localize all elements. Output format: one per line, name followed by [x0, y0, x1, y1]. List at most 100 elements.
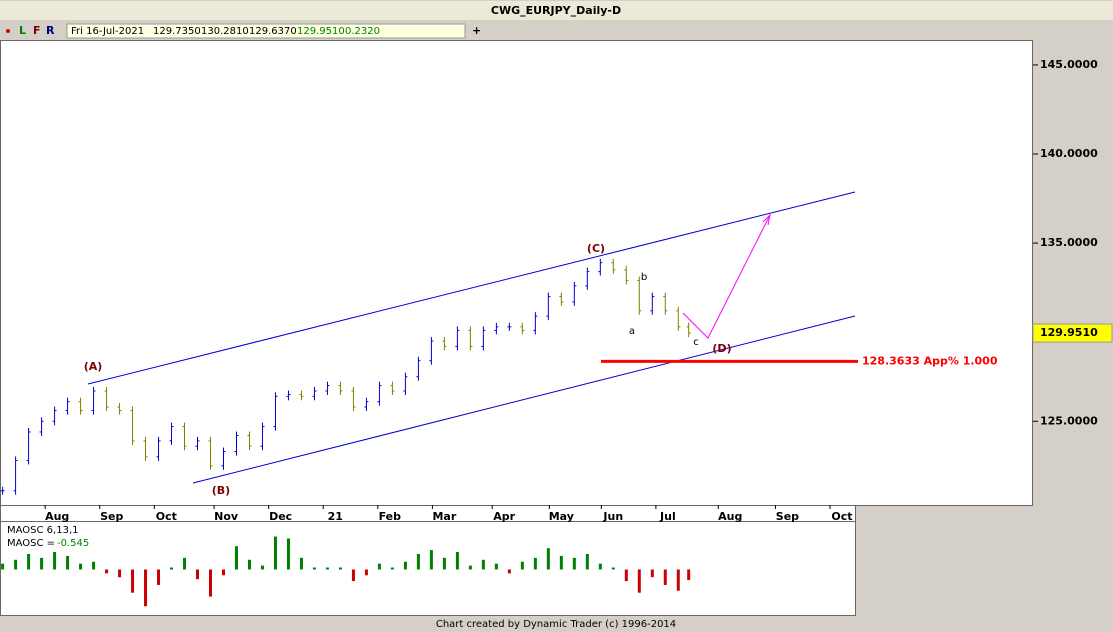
price-bar: [143, 436, 148, 461]
osc-bar: [676, 569, 680, 591]
wave-label: c: [693, 337, 699, 348]
osc-bar: [687, 569, 691, 581]
osc-bar: [221, 569, 225, 576]
osc-bar: [325, 567, 329, 570]
osc-bar: [468, 565, 472, 570]
osc-bar: [273, 536, 277, 570]
y-tick-label: 145.0000: [1040, 58, 1098, 71]
osc-bar: [79, 563, 83, 570]
toolbar-button[interactable]: L: [19, 24, 26, 37]
title-bar: [0, 1, 1113, 20]
osc-bar: [585, 553, 589, 570]
price-bar: [247, 431, 252, 451]
arrowhead: [762, 213, 771, 226]
price-bar: [273, 392, 278, 431]
price-bar: [455, 326, 460, 351]
info-field: 129.6370: [249, 26, 297, 37]
osc-bar: [170, 567, 174, 570]
info-field: Fri 16-Jul-2021: [71, 26, 144, 37]
y-tick-label: 125.0000: [1040, 414, 1098, 427]
price-bar: [299, 390, 304, 401]
price-bar: [442, 337, 447, 351]
x-tick-label: 21: [328, 510, 343, 523]
dot: [6, 29, 10, 33]
price-bar: [494, 322, 499, 335]
price-bar: [26, 427, 31, 465]
price-bar: [377, 381, 382, 406]
price-bar: [364, 397, 369, 412]
osc-bar: [247, 559, 251, 570]
y-tick-label: 135.0000: [1040, 236, 1098, 249]
price-bar: [637, 276, 642, 315]
price-bar: [598, 258, 603, 276]
osc-bar: [299, 557, 303, 570]
x-tick-label: Feb: [379, 510, 402, 523]
info-field: 129.7350: [153, 26, 201, 37]
price-bar: [234, 431, 239, 456]
osc-bar: [40, 557, 44, 570]
price-bar: [0, 486, 5, 495]
info-field: 0.2320: [345, 26, 380, 37]
toolbar-button[interactable]: R: [46, 24, 55, 37]
price-bar: [195, 436, 200, 451]
price-bar: [624, 265, 629, 285]
osc-bar: [234, 546, 238, 570]
osc-bar: [481, 559, 485, 570]
x-tick-label: Aug: [45, 510, 69, 523]
add-button[interactable]: +: [472, 24, 481, 37]
osc-bar: [312, 567, 316, 570]
osc-bar: [546, 548, 550, 570]
osc-bar: [403, 561, 407, 570]
wave-label: (C): [587, 242, 605, 255]
osc-value: -0.545: [57, 538, 89, 549]
price-bar: [338, 381, 343, 395]
osc-bar: [105, 569, 109, 574]
x-tick-label: Aug: [718, 510, 742, 523]
price-bar: [208, 436, 213, 470]
price-bar: [572, 281, 577, 306]
osc-bar: [520, 561, 524, 570]
x-tick-label: Jul: [659, 510, 676, 523]
osc-bar: [637, 569, 641, 593]
wave-label: (A): [84, 360, 103, 373]
info-bar: [66, 23, 466, 39]
osc-bar: [196, 569, 200, 580]
price-bar: [286, 390, 291, 401]
price-bar: [507, 322, 512, 331]
price-bar: [117, 403, 122, 415]
osc-bar: [1, 563, 5, 570]
price-bar: [39, 417, 44, 436]
osc-bar: [572, 557, 576, 570]
osc-name: MAOSC 6,13,1: [7, 525, 78, 536]
y-tick-label: 140.0000: [1040, 147, 1098, 160]
last-price-box: [1032, 323, 1113, 343]
x-tick-label: Mar: [432, 510, 456, 523]
osc-bar: [559, 555, 563, 570]
price-bar: [13, 456, 18, 495]
toolbar-button[interactable]: F: [33, 24, 41, 37]
price-bar: [169, 422, 174, 445]
info-field: 129.9510: [297, 26, 345, 37]
price-bar: [65, 397, 70, 415]
x-tick-label: Dec: [269, 510, 292, 523]
osc-bar: [364, 569, 368, 576]
price-bar: [650, 292, 655, 315]
osc-bar: [507, 569, 511, 574]
channel-upper: [87, 191, 856, 385]
price-bar: [351, 386, 356, 412]
info-field: 130.2810: [201, 26, 249, 37]
wave-label: a: [629, 326, 635, 337]
osc-bar: [533, 557, 537, 570]
osc-bar: [442, 557, 446, 570]
price-bar: [559, 292, 564, 306]
last-price-label: 129.9510: [1040, 326, 1098, 339]
x-tick-label: Jun: [602, 510, 623, 523]
osc-bar: [260, 565, 264, 570]
x-tick-label: May: [549, 510, 574, 523]
osc-bar: [144, 569, 148, 607]
price-bar: [663, 292, 668, 315]
price-bar: [52, 406, 57, 426]
price-bar: [520, 322, 525, 335]
osc-bar: [663, 569, 667, 585]
